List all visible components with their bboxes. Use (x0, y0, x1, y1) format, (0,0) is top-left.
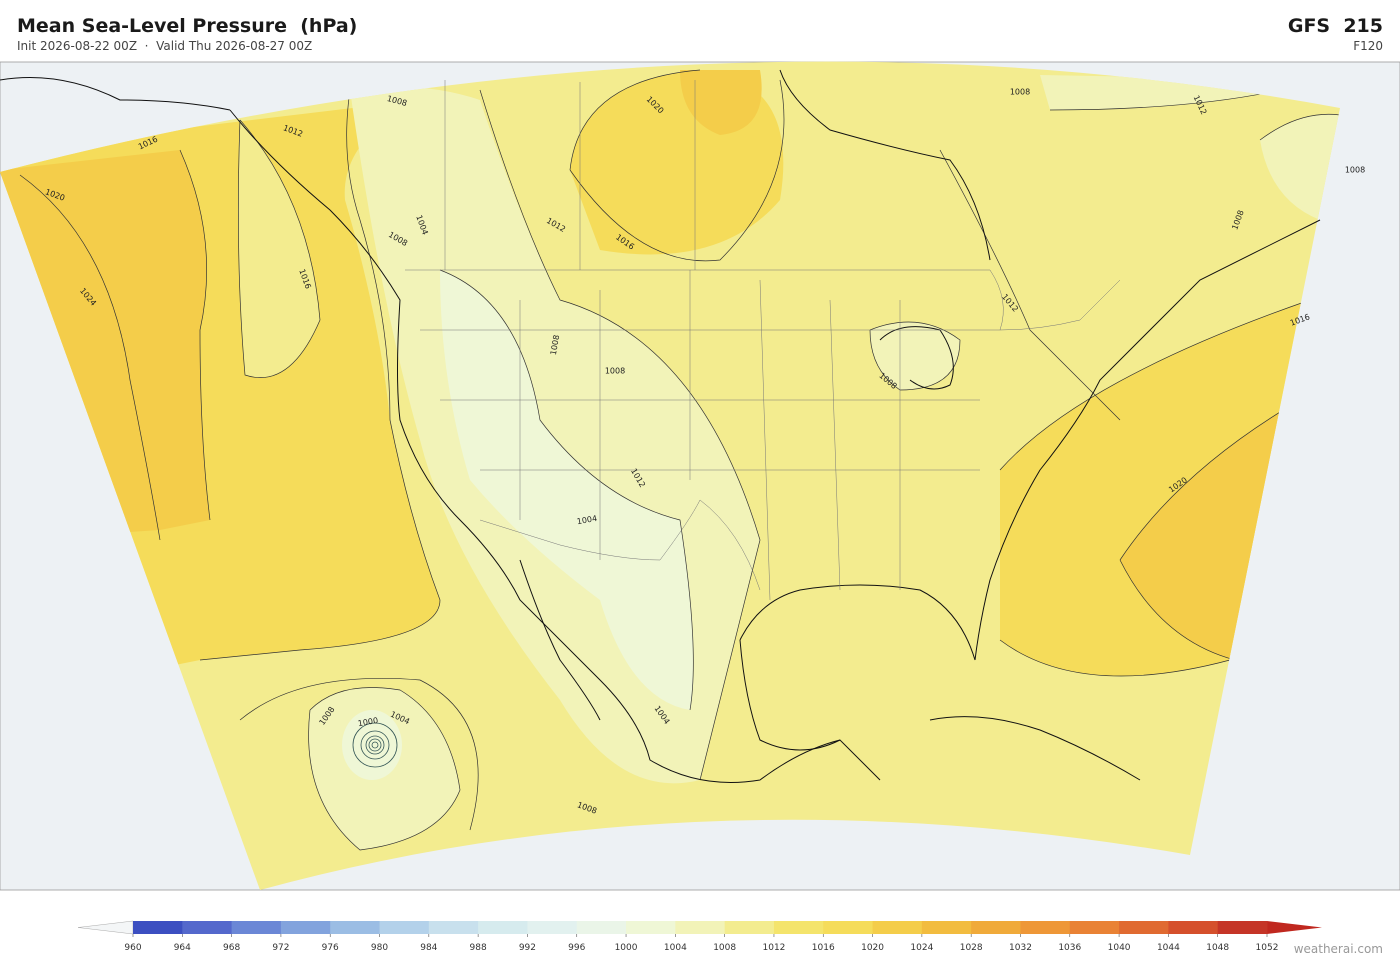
colorbar-segment (478, 921, 528, 934)
colorbar-segment (921, 921, 972, 934)
contour-label: 1008 (1345, 166, 1365, 175)
colorbar-segment (1069, 921, 1120, 934)
colorbar-segment (280, 921, 331, 934)
colorbar-segment (527, 921, 578, 934)
title: Mean Sea-Level Pressure (hPa) (17, 15, 358, 37)
colorbar-segment (1119, 921, 1169, 934)
colorbar: 960 964 968 972 976 980 984 988 992 996 1000 1004 10… (77, 920, 1322, 953)
model-label: GFS 215 (1287, 15, 1383, 37)
colorbar-tick-label: 1028 (960, 943, 983, 953)
colorbar-tick-label: 980 (371, 943, 388, 953)
colorbar-segment (1217, 921, 1268, 934)
colorbar-tick-label: 1004 (664, 943, 687, 953)
credit: weatherai.com (1293, 942, 1383, 956)
forecast-hour: F120 (1353, 39, 1383, 53)
colorbar-tick-label: 984 (420, 943, 437, 953)
colorbar-tick-label: 1024 (910, 943, 933, 953)
colorbar-tick-label: 968 (223, 943, 240, 953)
colorbar-tick-label: 1000 (615, 943, 638, 953)
colorbar-tick-label: 1032 (1009, 943, 1032, 953)
colorbar-tick-label: 996 (568, 943, 585, 953)
colorbar-tick-label: 1052 (1256, 943, 1279, 953)
contour-label: 1004 (576, 514, 598, 526)
colorbar-segment (675, 921, 726, 934)
colorbar-tick-label: 1040 (1108, 943, 1131, 953)
colorbar-segment (971, 921, 1021, 934)
colorbar-segment (724, 921, 775, 934)
colorbar-tick-label: 960 (124, 943, 141, 953)
contour-label: 1008 (549, 334, 561, 356)
colorbar-tick-label: 964 (174, 943, 191, 953)
borders (405, 80, 1121, 601)
colorbar-tick-label: 1008 (713, 943, 736, 953)
colorbar-tick-label: 1036 (1058, 943, 1081, 953)
contour-label: 1008 (1010, 88, 1030, 97)
colorbar-segment (133, 921, 183, 934)
colorbar-tick-label: 972 (272, 943, 289, 953)
colorbar-segment (1020, 921, 1071, 934)
colorbar-tick-label: 1012 (763, 943, 786, 953)
colorbar-tick-label: 1044 (1157, 943, 1180, 953)
pressure-field (0, 61, 1340, 890)
contour-label: 1000 (357, 716, 379, 728)
colorbar-segment (576, 921, 627, 934)
colorbar-segment (872, 921, 923, 934)
colorbar-tick-label: 976 (322, 943, 339, 953)
colorbar-tick-label: 1016 (812, 943, 835, 953)
colorbar-tick-label: 988 (470, 943, 487, 953)
colorbar-tick-label: 1020 (861, 943, 884, 953)
colorbar-tick-label: 1048 (1206, 943, 1229, 953)
colorbar-tick-label: 992 (519, 943, 536, 953)
subtitle: Init 2026-08-22 00Z · Valid Thu 2026-08-… (17, 39, 313, 53)
colorbar-segment (773, 921, 824, 934)
coastlines (0, 69, 1321, 783)
colorbar-segment (231, 921, 282, 934)
colorbar-segment (330, 921, 381, 934)
colorbar-segment (428, 921, 479, 934)
contour-label: 1008 (605, 367, 625, 376)
colorbar-segment (823, 921, 874, 934)
colorbar-under (77, 920, 134, 935)
colorbar-segment (1168, 921, 1219, 934)
colorbar-segment (182, 921, 233, 934)
colorbar-segment (626, 921, 676, 934)
colorbar-over (1267, 921, 1322, 934)
colorbar-segment (379, 921, 430, 934)
